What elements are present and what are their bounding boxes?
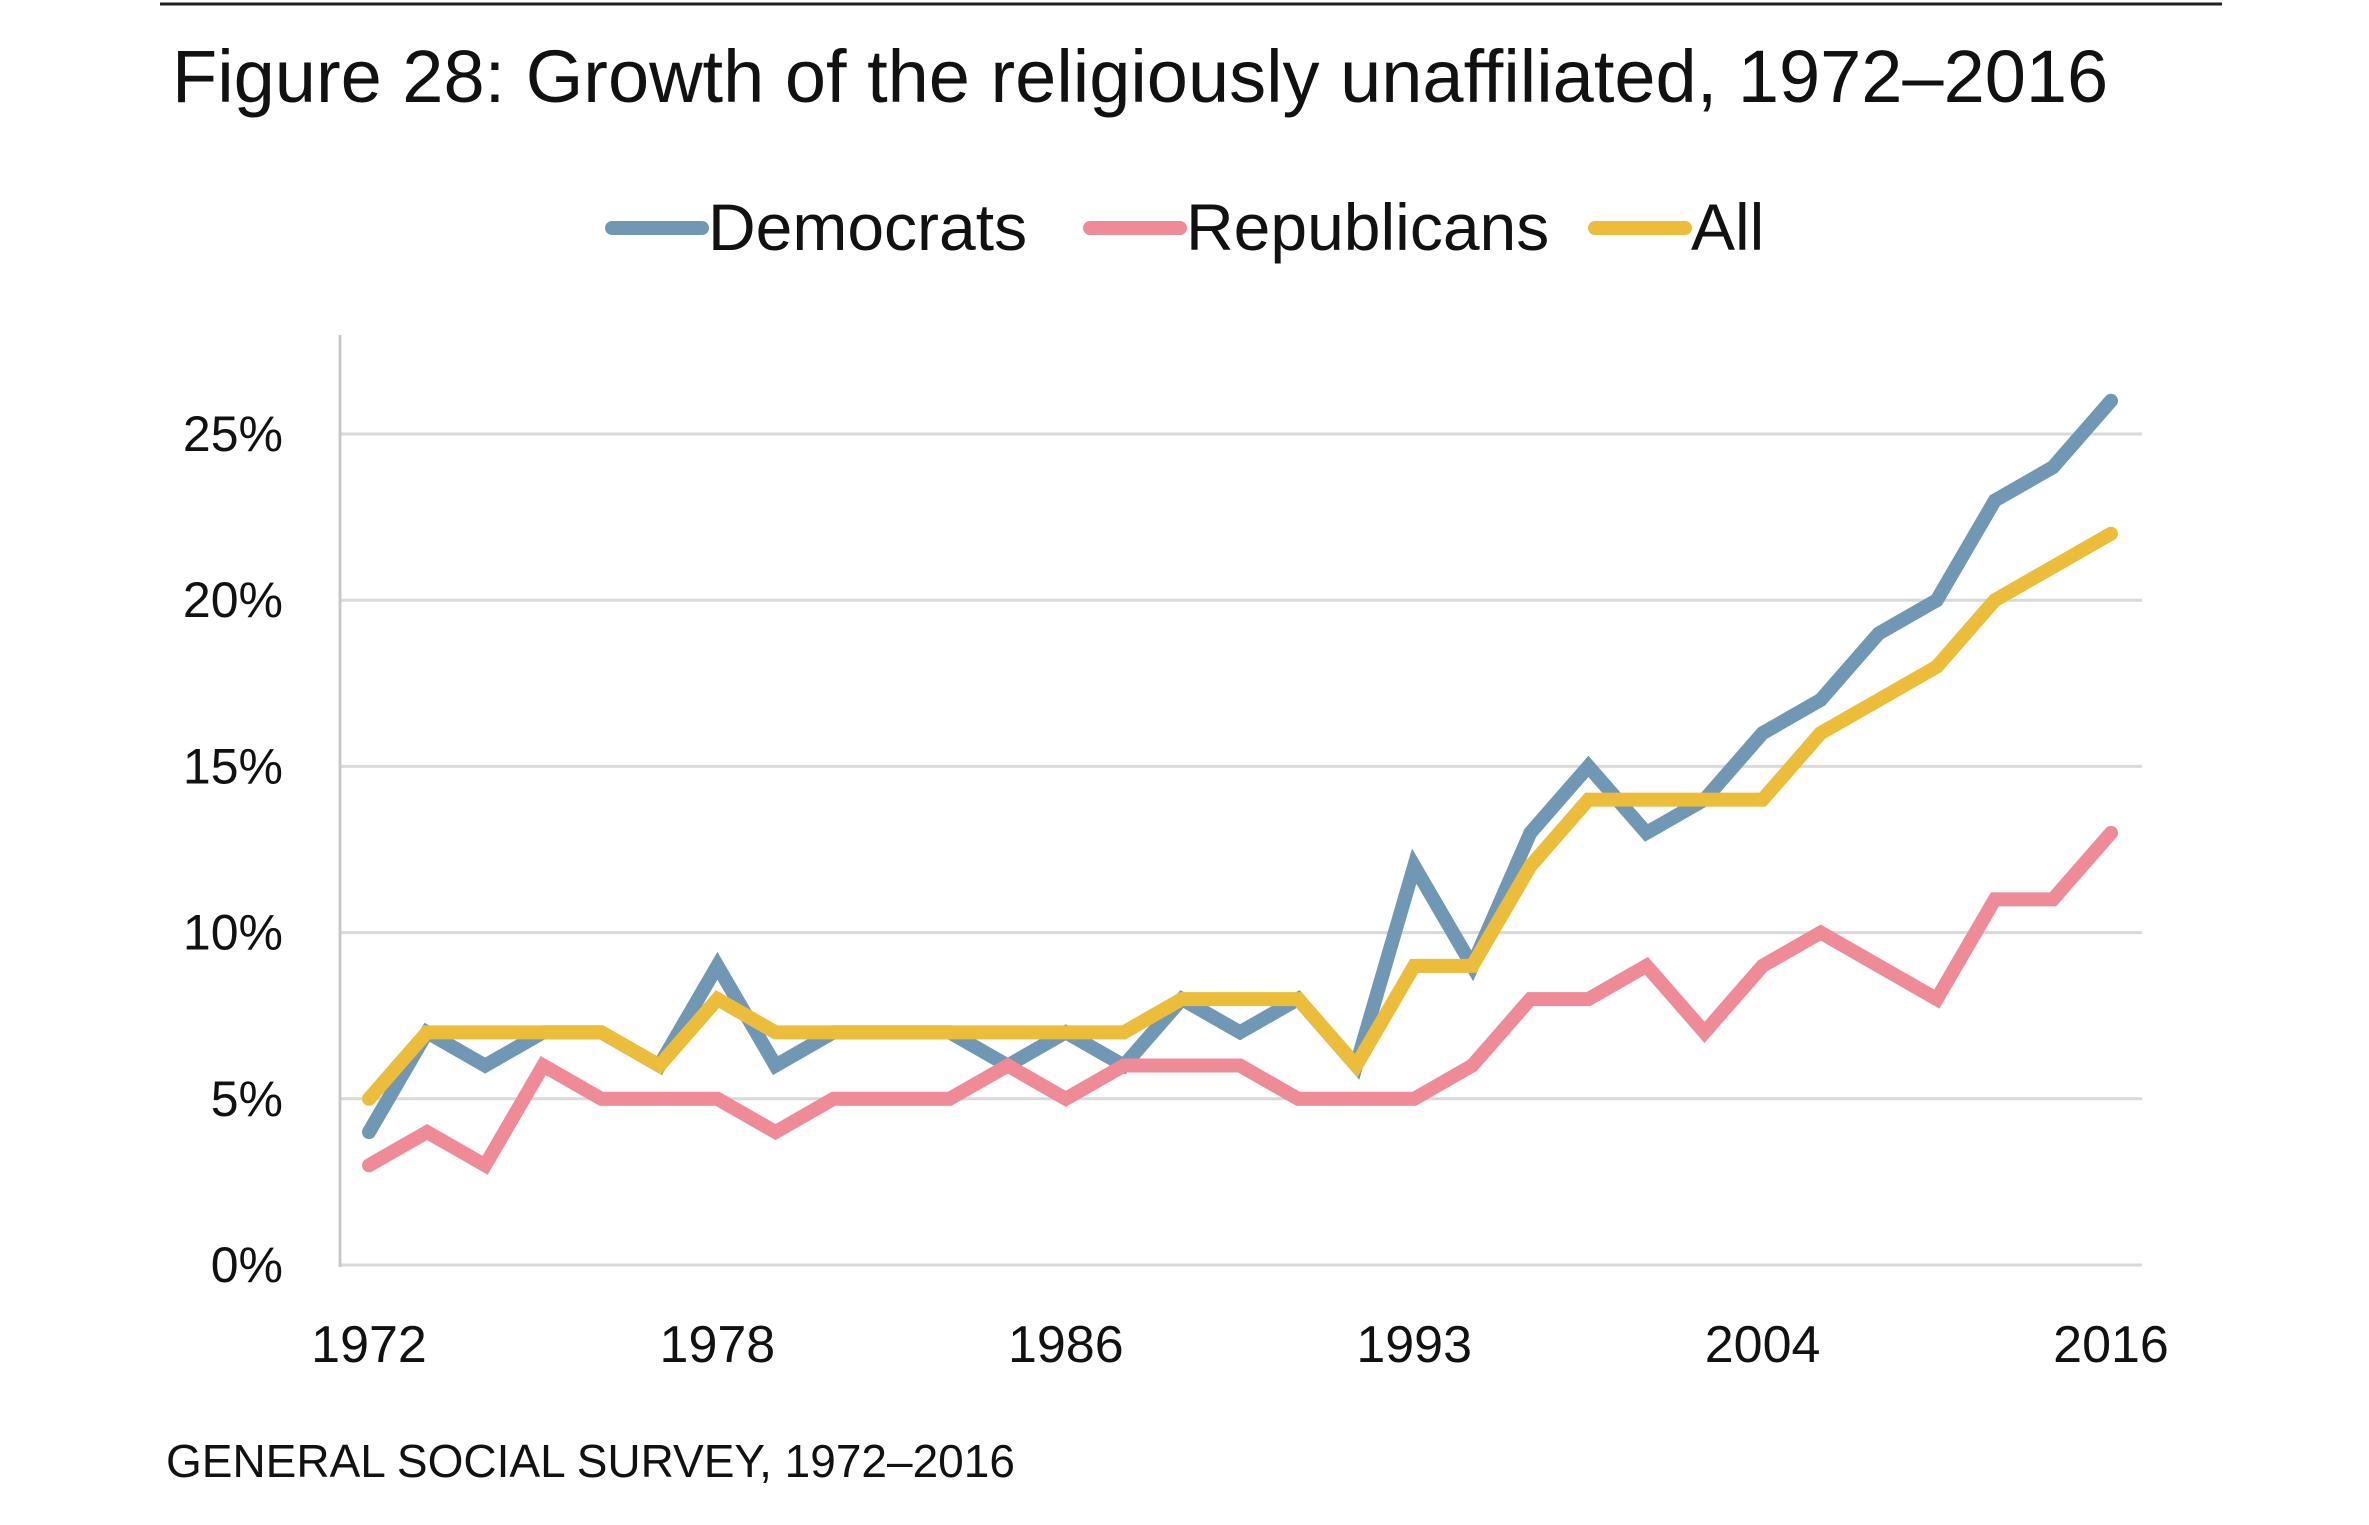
y-tick-label: 10% — [183, 905, 283, 961]
x-tick-labels: 1972 1978 1986 1993 2004 2016 — [311, 1316, 2169, 1374]
legend-label-democrats: Democrats — [708, 190, 1027, 264]
x-tick-label: 1986 — [1008, 1316, 1124, 1374]
series-line-all — [362, 526, 2118, 1106]
y-tick-label: 25% — [183, 406, 283, 462]
source-note: GENERAL SOCIAL SURVEY, 1972–2016 — [166, 1435, 1015, 1487]
y-tick-labels: 0% 5% 10% 15% 20% 25% — [183, 406, 283, 1293]
y-tick-label: 0% — [211, 1237, 283, 1293]
x-tick-label: 1993 — [1356, 1316, 1472, 1374]
legend: Democrats Republicans All — [605, 190, 1764, 264]
x-tick-label: 1972 — [311, 1316, 427, 1374]
series-lines — [362, 393, 2118, 1175]
legend-label-republicans: Republicans — [1186, 190, 1549, 264]
y-tick-label: 15% — [183, 738, 283, 794]
gridlines — [340, 432, 2142, 1267]
legend-label-all: All — [1691, 190, 1764, 264]
series-line-republicans — [362, 825, 2118, 1175]
x-tick-label: 2016 — [2053, 1316, 2169, 1374]
x-tick-label: 1978 — [660, 1316, 776, 1374]
x-tick-label: 2004 — [1705, 1316, 1821, 1374]
y-tick-label: 20% — [183, 572, 283, 628]
chart-title: Figure 28: Growth of the religiously una… — [172, 35, 2108, 118]
y-tick-label: 5% — [211, 1071, 283, 1127]
